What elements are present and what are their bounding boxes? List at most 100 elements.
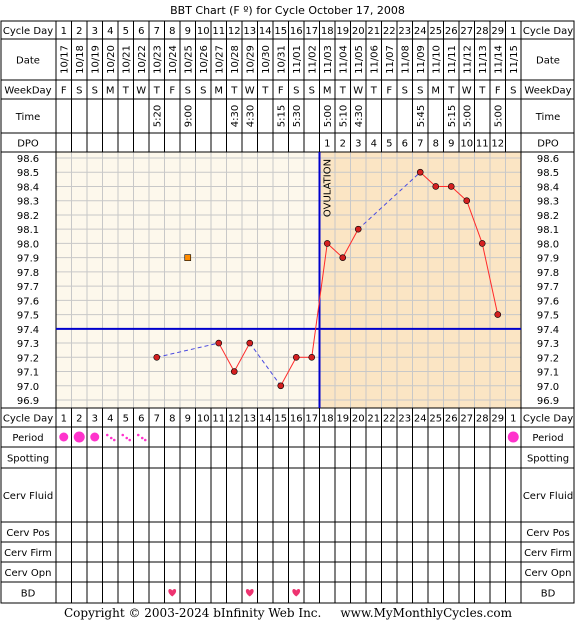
dpo-value: 5 <box>386 139 392 150</box>
y-tick-label-left: 97.6 <box>17 296 39 307</box>
y-tick-label-right: 98.0 <box>537 239 559 250</box>
period-dot <box>73 431 85 443</box>
period-dot <box>507 431 519 443</box>
weekday-value: S <box>417 86 423 97</box>
cycle-day-value: 19 <box>336 26 349 37</box>
cycle-day-value: 15 <box>274 26 287 37</box>
cycle-day-value: 2 <box>76 26 82 37</box>
date-value: 10/17 <box>59 45 70 74</box>
date-value: 11/14 <box>493 45 504 74</box>
time-value: 5:15 <box>276 105 287 127</box>
date-value: 11/12 <box>462 45 473 74</box>
date-value: 11/01 <box>292 45 303 74</box>
cycle-day-value: 5 <box>123 414 129 425</box>
dpo-value: 11 <box>476 139 489 150</box>
temp-point <box>277 382 285 390</box>
cycle-day-value: 25 <box>429 414 442 425</box>
cycle-day-value: 3 <box>92 414 98 425</box>
copyright-footer: Copyright © 2003-2024 bInfinity Web Inc.… <box>64 606 513 620</box>
cycle-day-value: 6 <box>138 26 144 37</box>
weekday-value: W <box>353 86 363 97</box>
weekday-value: S <box>309 86 315 97</box>
y-tick-label-right: 97.5 <box>537 311 559 322</box>
cycle-day-value: 4 <box>107 26 113 37</box>
date-value: 10/19 <box>90 45 101 74</box>
cycle-day-value: 13 <box>243 414 256 425</box>
y-tick-label-left: 98.4 <box>17 182 39 193</box>
cycle-day-value: 6 <box>138 414 144 425</box>
time-value: 5:30 <box>292 105 303 127</box>
row-label-left: Date <box>16 56 40 67</box>
temp-point <box>432 183 440 190</box>
row-label-left: Period <box>12 433 43 444</box>
temp-point <box>339 254 347 261</box>
y-tick-label-left: 96.9 <box>17 396 39 407</box>
cycle-day-value: 14 <box>259 414 272 425</box>
weekday-value: F <box>169 86 175 97</box>
y-tick-label-left: 98.5 <box>17 168 39 179</box>
temp-point <box>246 339 254 347</box>
weekday-value: T <box>261 86 269 97</box>
row-label-left: BD <box>21 589 36 600</box>
y-tick-label-left: 97.8 <box>17 268 39 279</box>
temp-point <box>354 225 362 233</box>
y-tick-label-left: 97.9 <box>17 254 39 265</box>
y-tick-label-left: 98.3 <box>17 197 39 208</box>
y-tick-label-right: 97.2 <box>537 353 559 364</box>
row-label-right: Cerv Pos <box>526 528 569 539</box>
weekday-value: T <box>447 86 455 97</box>
cycle-day-value: 1 <box>61 414 67 425</box>
cycle-day-value: 20 <box>352 26 365 37</box>
temp-point <box>463 197 471 205</box>
temp-line-segment <box>342 228 359 258</box>
row-label-right: WeekDay <box>524 86 571 97</box>
date-value: 10/18 <box>75 45 86 74</box>
date-value: 10/21 <box>121 45 132 74</box>
y-tick-label-right: 98.3 <box>537 197 559 208</box>
temp-line-segment <box>419 171 437 187</box>
cycle-day-value: 7 <box>154 26 160 37</box>
weekday-value: W <box>245 86 255 97</box>
dpo-value: 1 <box>324 139 330 150</box>
bd-heart-icon <box>168 589 177 597</box>
time-value: 4:30 <box>245 105 256 127</box>
date-value: 11/08 <box>400 45 411 74</box>
chart-title: BBT Chart (F º) for Cycle October 17, 20… <box>170 4 405 17</box>
time-value: 5:20 <box>152 105 163 127</box>
period-spot-dot <box>140 436 144 440</box>
cycle-day-value: 12 <box>228 414 241 425</box>
cycle-day-value: 17 <box>305 414 318 425</box>
cycle-day-value: 24 <box>414 26 427 37</box>
temp-line-segment <box>233 342 251 372</box>
cycle-day-value: 21 <box>367 26 380 37</box>
time-value: 5:15 <box>447 105 458 127</box>
weekday-value: W <box>462 86 472 97</box>
date-value: 10/20 <box>106 45 117 74</box>
pre-ovulation-region <box>56 152 320 408</box>
date-value: 10/23 <box>152 45 163 74</box>
temp-line-segment <box>311 243 328 358</box>
date-value: 10/25 <box>183 45 194 74</box>
row-label-left: Cerv Opn <box>5 568 52 579</box>
weekday-value: S <box>293 86 299 97</box>
cycle-day-value: 8 <box>169 26 175 37</box>
row-label-right: Cerv Fluid <box>523 491 573 502</box>
temp-point <box>447 183 455 190</box>
cycle-day-value: 28 <box>476 414 489 425</box>
cycle-day-value: 11 <box>212 414 225 425</box>
cycle-day-value: 15 <box>274 414 287 425</box>
cycle-day-value: 20 <box>352 414 365 425</box>
row-label-right: Date <box>536 56 560 67</box>
date-value: 10/29 <box>245 45 256 74</box>
period-dot <box>90 432 100 442</box>
date-value: 11/11 <box>447 45 458 74</box>
date-value: 10/28 <box>230 45 241 74</box>
temp-point <box>416 168 424 176</box>
row-label-right: Cerv Firm <box>524 548 572 559</box>
y-tick-label-right: 97.7 <box>537 282 559 293</box>
y-tick-label-right: 97.0 <box>537 382 559 393</box>
period-spot-dot <box>112 438 116 442</box>
cycle-day-value: 5 <box>123 26 129 37</box>
date-value: 11/09 <box>416 45 427 74</box>
